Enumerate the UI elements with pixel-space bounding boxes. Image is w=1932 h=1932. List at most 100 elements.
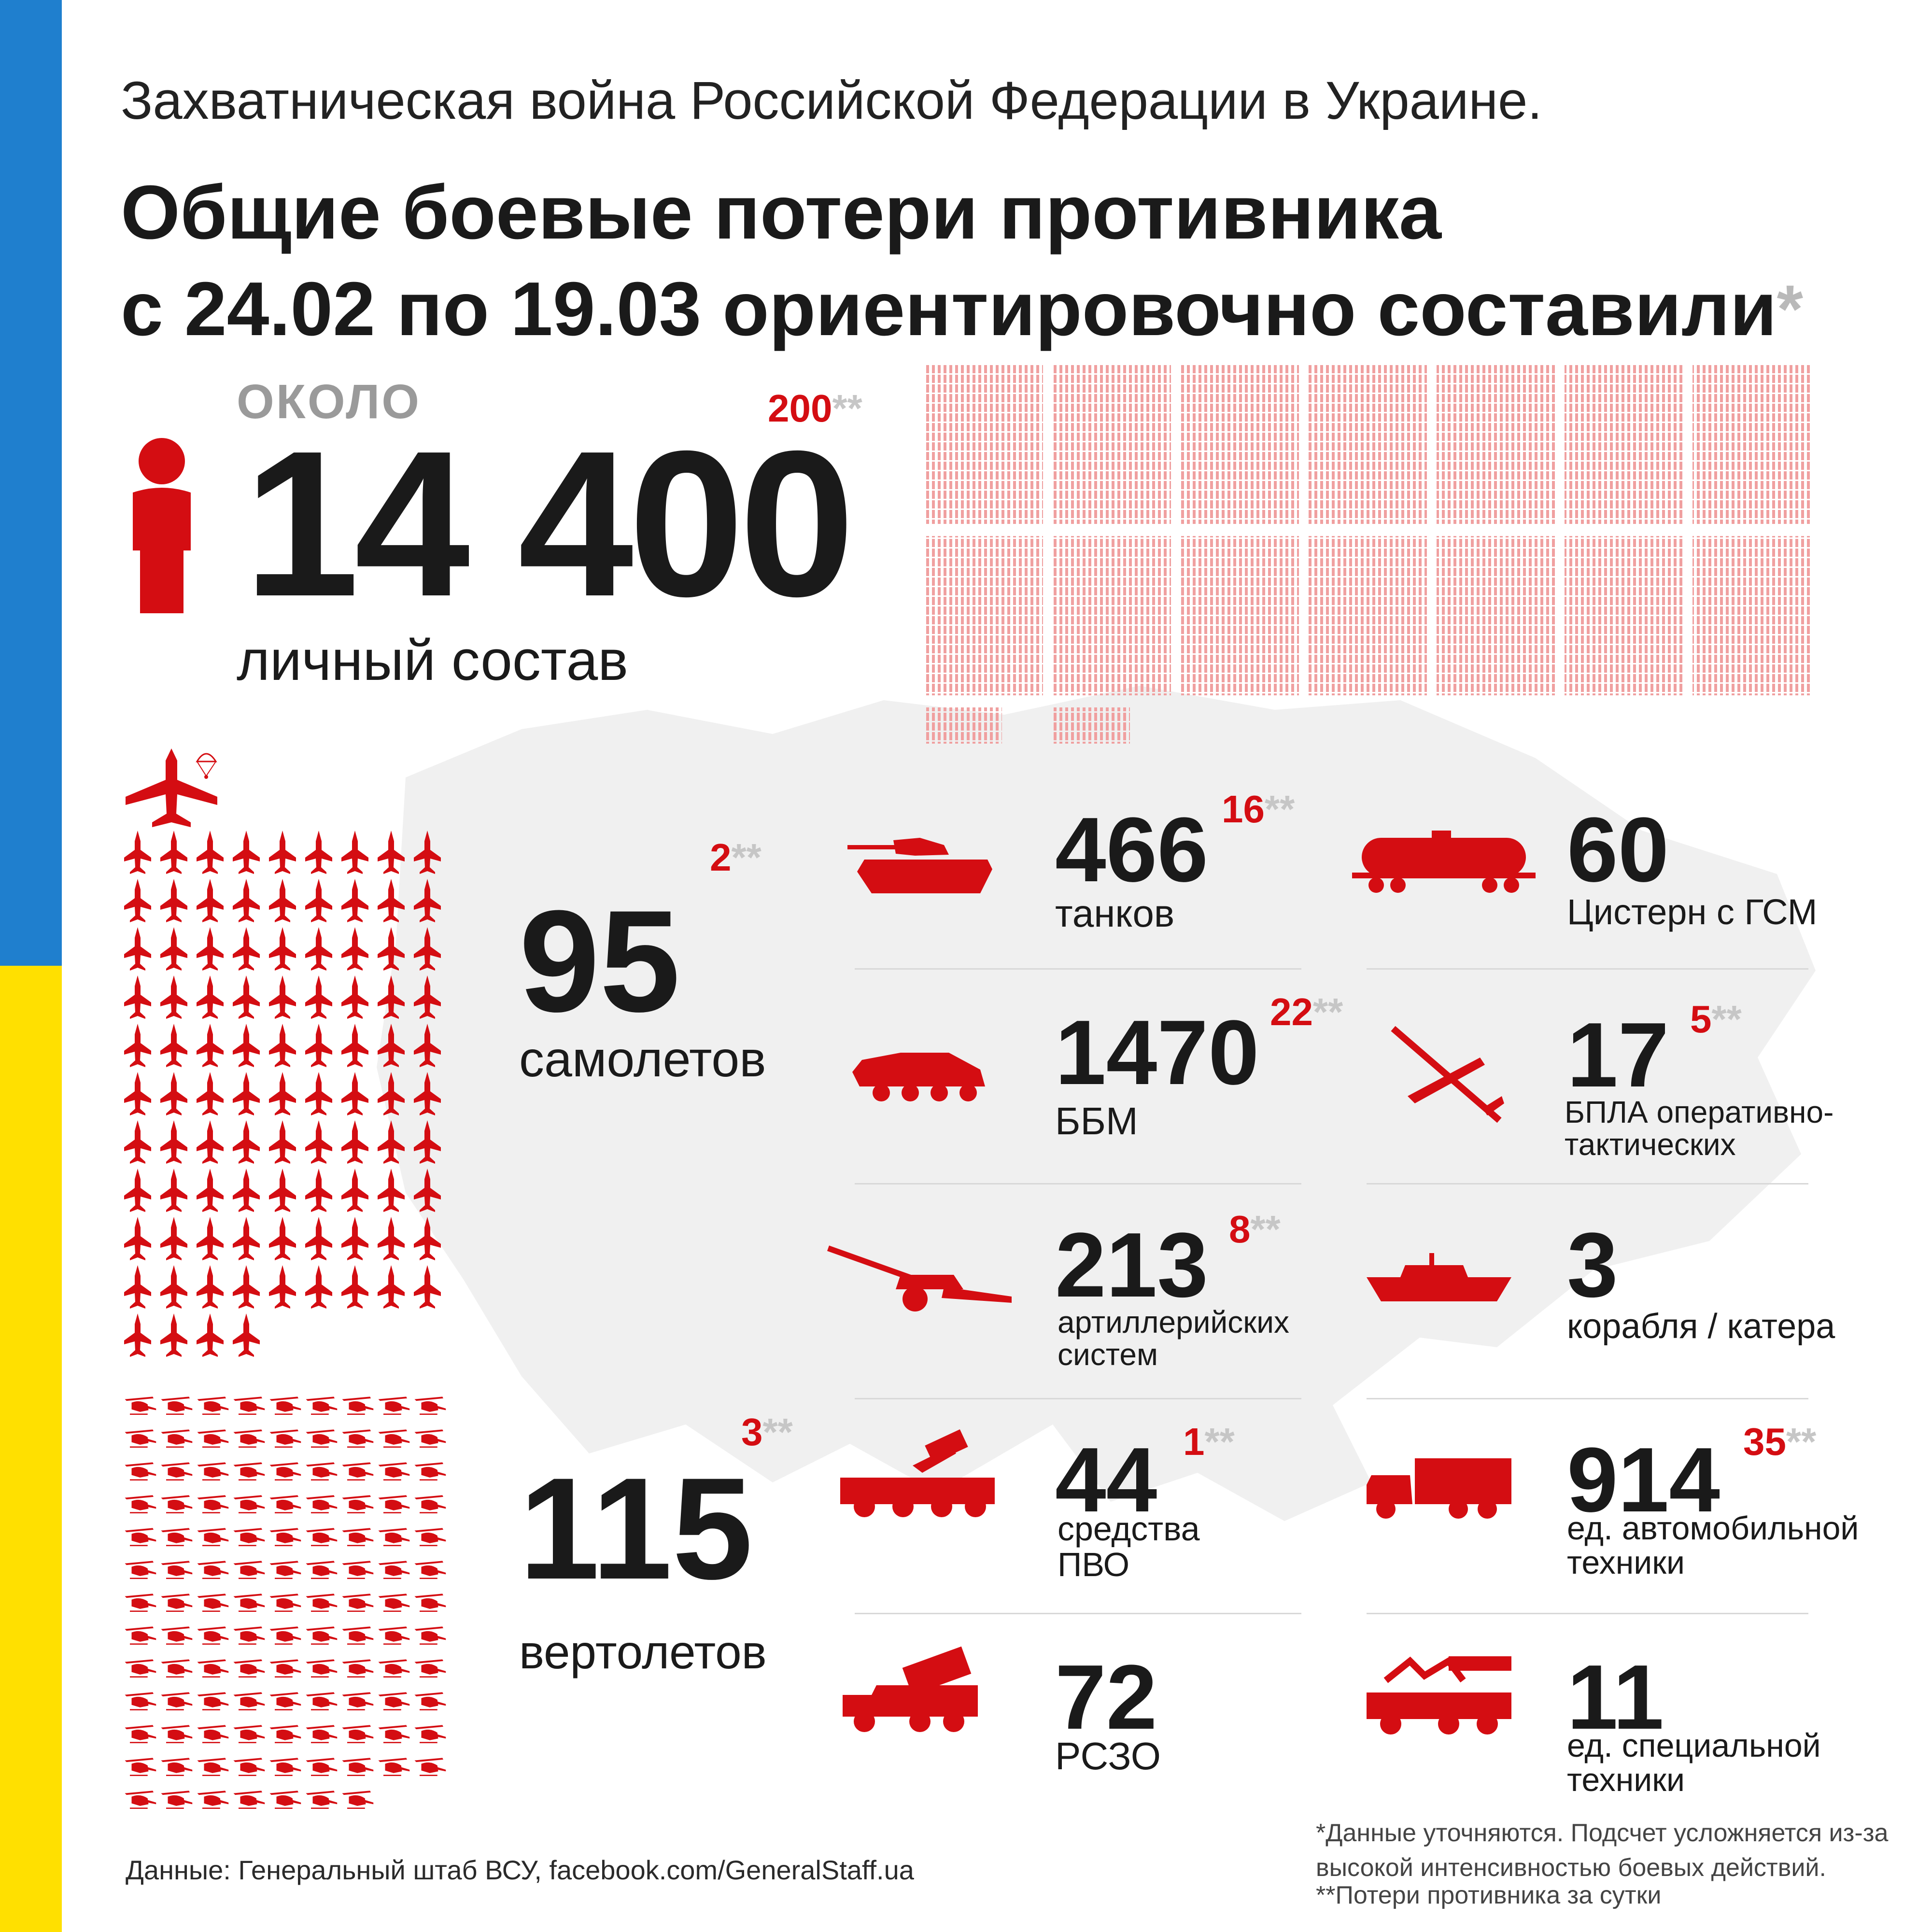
personnel-pictogram-grid [925,365,1811,744]
helicopter-pictogram [306,1626,338,1645]
helicopter-pictogram [378,1692,410,1710]
jet-pictogram [378,927,405,971]
row-divider [1367,968,1808,970]
personnel-pictogram-block [1181,536,1299,695]
jet-pictogram [160,1169,187,1212]
jet-pictogram [341,1265,368,1309]
helicopter-pictogram [414,1462,446,1481]
apc-delta: 22** [1270,990,1343,1034]
helicopter-pictogram [125,1725,156,1743]
jet-pictogram [414,1169,441,1212]
helicopter-pictogram [269,1396,301,1415]
artillery-delta-stars: ** [1250,1208,1281,1251]
apc-value: 1470 [1055,1001,1259,1104]
jet-pictogram [414,1217,441,1260]
helicopter-pictogram [125,1495,156,1513]
air-defense-delta-value: 1 [1183,1420,1205,1463]
vehicles-label-line-1: ед. автомобильной [1567,1510,1859,1547]
jet-pictogram [269,1265,296,1309]
helicopter-pictogram [233,1692,265,1710]
helicopter-pictogram [306,1791,338,1809]
jet-pictogram [233,1265,260,1309]
jet-pictogram [305,1072,332,1115]
helicopter-pictogram [306,1561,338,1579]
helicopter-pictogram [306,1396,338,1415]
helicopter-pictogram [414,1659,446,1678]
helicopter-pictogram [233,1528,265,1546]
jet-pictogram [197,1169,224,1212]
helicopter-pictogram [197,1495,229,1513]
jet-pictogram [269,975,296,1019]
helicopter-pictogram [342,1429,374,1448]
jet-pictogram [341,1024,368,1067]
jet-pictogram [160,927,187,971]
helicopter-pictogram [233,1626,265,1645]
title-line-2-text: с 24.02 по 19.03 ориентировочно составил… [121,267,1777,352]
jet-pictogram [341,927,368,971]
jet-pictogram [233,1169,260,1212]
jet-pictogram [124,975,151,1019]
vehicles-delta-value: 35 [1743,1420,1786,1463]
personnel-pictogram-block [1053,365,1171,524]
personnel-pictogram-block [1692,365,1811,524]
jet-pictogram [378,1169,405,1212]
uav-delta-stars: ** [1711,998,1742,1041]
row-divider [855,1183,1301,1185]
vehicles-label: ед. автомобильной техники [1567,1511,1859,1580]
row-divider [855,968,1301,970]
personnel-pictogram-block [1309,365,1427,524]
jet-pictogram [305,1169,332,1212]
jet-pictogram [305,1265,332,1309]
uav-value: 17 [1567,1004,1669,1106]
helicopter-pictogram [233,1495,265,1513]
jet-pictogram [341,879,368,922]
air-defense-label: средства ПВО [1058,1511,1200,1582]
helicopter-pictogram [306,1758,338,1776]
jet-pictogram [197,1313,224,1357]
jet-pictogram [341,1072,368,1115]
helicopter-pictogram [125,1659,156,1678]
helicopter-pictogram [269,1462,301,1481]
helicopter-pictogram [197,1561,229,1579]
special-vehicle-icon [1367,1656,1511,1735]
jet-pictogram [341,831,368,874]
mlrs-label: РСЗО [1055,1735,1161,1777]
jet-pictogram [341,975,368,1019]
helicopter-pictogram [233,1396,265,1415]
helicopter-pictogram [197,1692,229,1710]
uav-label: БПЛА оперативно- тактических [1565,1096,1833,1161]
jet-pictogram [341,1120,368,1164]
helicopter-pictogram [269,1659,301,1678]
helicopter-pictogram [197,1429,229,1448]
helicopter-pictogram [197,1626,229,1645]
helicopter-pictogram [378,1725,410,1743]
helicopter-pictogram [378,1528,410,1546]
personnel-pictogram-block [1437,365,1555,524]
jet-pictogram [197,975,224,1019]
fuel-tanks-label: Цистерн с ГСМ [1567,892,1818,932]
jet-pictogram [414,1120,441,1164]
jet-pictogram [269,831,296,874]
jet-pictogram [305,1024,332,1067]
apc-delta-stars: ** [1312,990,1343,1033]
jet-pictogram [160,879,187,922]
helicopter-pictogram [414,1692,446,1710]
helicopter-pictogram [342,1791,374,1809]
jet-pictogram [160,975,187,1019]
special-value: 11 [1567,1646,1664,1749]
page-subtitle: Захватническая война Российской Федераци… [121,71,1542,130]
jet-pictogram [269,1217,296,1260]
aircraft-header-icon [126,748,217,827]
jet-pictogram [378,1072,405,1115]
helicopter-pictogram [342,1462,374,1481]
helicopter-pictogram [161,1758,193,1776]
jet-pictogram [414,927,441,971]
jet-pictogram [197,1265,224,1309]
personnel-pictogram-block [925,707,1002,744]
helicopter-pictogram [233,1429,265,1448]
helicopters-delta-value: 3 [741,1410,763,1453]
aircraft-label: самолетов [519,1031,766,1087]
jet-pictogram [341,1169,368,1212]
helicopter-pictogram [378,1561,410,1579]
helicopter-pictogram [378,1462,410,1481]
